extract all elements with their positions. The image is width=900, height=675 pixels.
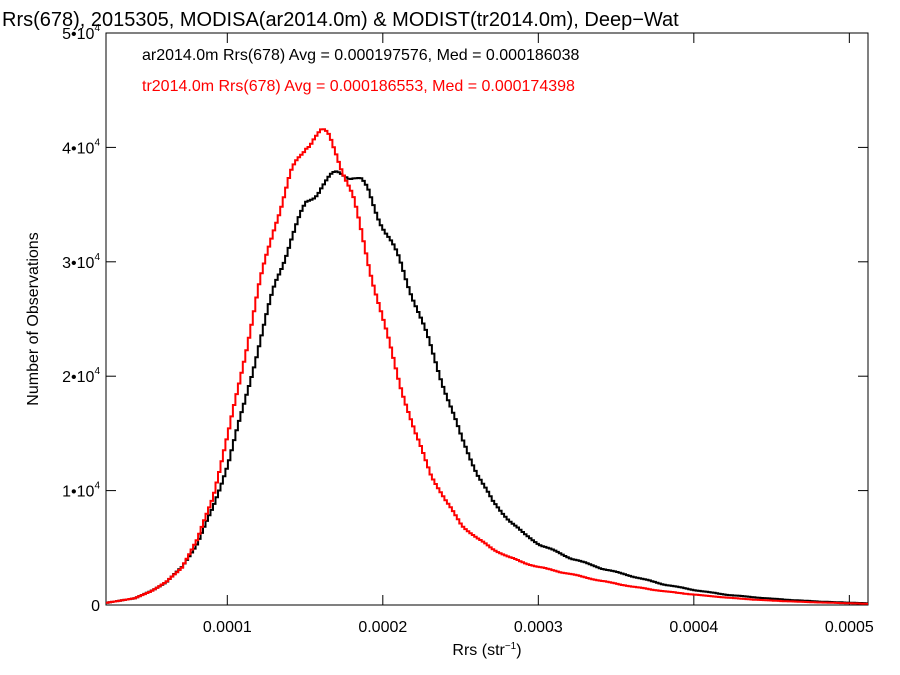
y-tick-label-exp: 4 (94, 366, 100, 377)
y-tick-label-exp: 4 (94, 137, 100, 148)
y-tick-label: 4•104 (62, 137, 100, 157)
x-axis-label-close: ) (516, 642, 521, 659)
x-axis: 0.0001 0.0002 0.0003 0.0004 0.0005 (203, 33, 874, 636)
series-black-histogram (106, 170, 868, 605)
y-tick-label-exp: 4 (94, 481, 100, 492)
y-tick-label: 1•104 (62, 481, 100, 501)
annotation-red: tr2014.0m Rrs(678) Avg = 0.000186553, Me… (142, 78, 575, 95)
x-tick-label: 0.0003 (514, 619, 563, 636)
x-tick-label: 0.0001 (203, 619, 252, 636)
y-tick-label-exp: 4 (94, 252, 100, 263)
series-layer (106, 128, 868, 605)
y-tick-label-base: 4•10 (62, 140, 94, 157)
annotation-black: ar2014.0m Rrs(678) Avg = 0.000197576, Me… (142, 47, 579, 64)
plot-frame (105, 32, 869, 606)
series-red-histogram (106, 128, 868, 605)
y-tick-label-base: 5•10 (62, 26, 94, 43)
x-axis-label-text: Rrs (str (452, 642, 505, 659)
chart-title: Rrs(678), 2015305, MODISA(ar2014.0m) & M… (2, 9, 679, 31)
y-tick-label: 0 (91, 598, 100, 615)
y-axis-label: Number of Observations (25, 232, 42, 405)
y-tick-label-base: 2•10 (62, 369, 94, 386)
y-tick-label: 5•104 (62, 23, 100, 43)
y-tick-label-base: 1•10 (62, 484, 94, 501)
x-axis-label-sup: −1 (505, 641, 517, 652)
y-tick-label-exp: 4 (94, 23, 100, 34)
x-axis-label: Rrs (str−1) (452, 641, 521, 659)
x-tick-label: 0.0004 (669, 619, 718, 636)
y-tick-label-base: 0 (91, 598, 100, 615)
y-tick-label-base: 3•10 (62, 255, 94, 272)
x-tick-label: 0.0002 (358, 619, 407, 636)
y-tick-label: 2•104 (62, 366, 100, 386)
x-tick-label: 0.0005 (825, 619, 874, 636)
y-tick-label: 3•104 (62, 252, 100, 272)
